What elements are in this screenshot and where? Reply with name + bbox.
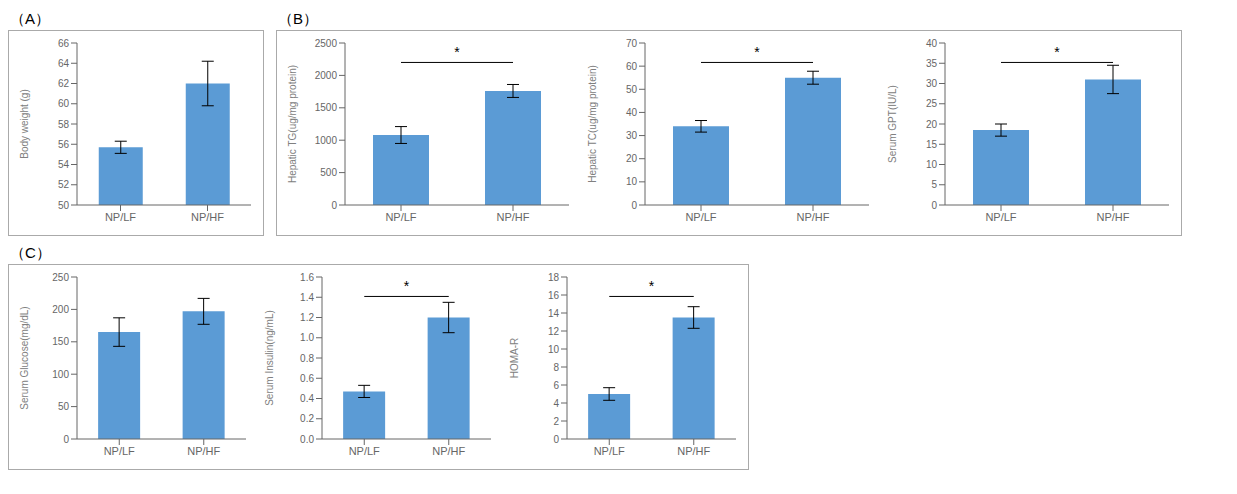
svg-text:*: * <box>754 44 760 60</box>
svg-text:2000: 2000 <box>315 70 338 81</box>
svg-text:12: 12 <box>548 326 560 337</box>
svg-text:20: 20 <box>926 119 938 130</box>
svg-text:18: 18 <box>548 272 560 283</box>
svg-text:NP/LF: NP/LF <box>385 211 416 223</box>
svg-text:*: * <box>649 278 655 294</box>
svg-text:52: 52 <box>58 179 70 190</box>
svg-text:4: 4 <box>553 398 559 409</box>
svg-text:2500: 2500 <box>315 38 338 49</box>
svg-text:*: * <box>454 44 460 60</box>
html-text:（A）: （A） <box>10 10 50 27</box>
svg-text:0.0: 0.0 <box>300 434 314 445</box>
svg-text:Serum GPT(IU/L): Serum GPT(IU/L) <box>887 85 898 163</box>
svg-text:NP/LF: NP/LF <box>349 445 380 457</box>
svg-text:NP/LF: NP/LF <box>685 211 716 223</box>
svg-text:1.4: 1.4 <box>300 292 314 303</box>
svg-text:0: 0 <box>553 434 559 445</box>
svg-text:0.6: 0.6 <box>300 373 314 384</box>
svg-text:1.6: 1.6 <box>300 272 314 283</box>
svg-text:60: 60 <box>626 61 638 72</box>
svg-text:NP/HF: NP/HF <box>797 211 830 223</box>
svg-text:0.8: 0.8 <box>300 353 314 364</box>
html-text:（B）: （B） <box>278 10 318 27</box>
svg-text:66: 66 <box>58 38 70 49</box>
svg-text:10: 10 <box>626 176 638 187</box>
svg-text:*: * <box>404 278 410 294</box>
svg-text:NP/HF: NP/HF <box>432 445 465 457</box>
svg-text:NP/HF: NP/HF <box>1097 211 1130 223</box>
svg-text:NP/LF: NP/LF <box>105 211 136 223</box>
svg-text:0: 0 <box>63 434 69 445</box>
svg-text:NP/HF: NP/HF <box>191 211 224 223</box>
svg-text:NP/LF: NP/LF <box>594 445 625 457</box>
svg-text:10: 10 <box>926 159 938 170</box>
svg-text:15: 15 <box>926 139 938 150</box>
svg-text:56: 56 <box>58 139 70 150</box>
svg-text:10: 10 <box>548 344 560 355</box>
svg-text:50: 50 <box>58 401 70 412</box>
svg-text:1500: 1500 <box>315 102 338 113</box>
svg-text:1.0: 1.0 <box>300 332 314 343</box>
svg-text:40: 40 <box>926 38 938 49</box>
svg-text:70: 70 <box>626 38 638 49</box>
html-text:（C）: （C） <box>10 244 51 261</box>
svg-text:2: 2 <box>553 416 559 427</box>
svg-text:0.4: 0.4 <box>300 393 314 404</box>
svg-text:0: 0 <box>331 200 337 211</box>
svg-text:40: 40 <box>626 107 638 118</box>
svg-text:500: 500 <box>320 167 337 178</box>
svg-text:58: 58 <box>58 119 70 130</box>
svg-text:0: 0 <box>931 200 937 211</box>
svg-text:60: 60 <box>58 98 70 109</box>
svg-text:50: 50 <box>58 200 70 211</box>
svg-text:5: 5 <box>931 179 937 190</box>
svg-text:25: 25 <box>926 98 938 109</box>
svg-text:6: 6 <box>553 380 559 391</box>
svg-text:NP/HF: NP/HF <box>497 211 530 223</box>
svg-text:1.2: 1.2 <box>300 312 314 323</box>
svg-text:Body weight (g): Body weight (g) <box>19 89 30 158</box>
svg-text:200: 200 <box>52 304 69 315</box>
svg-text:NP/HF: NP/HF <box>677 445 710 457</box>
svg-text:NP/LF: NP/LF <box>985 211 1016 223</box>
svg-text:62: 62 <box>58 78 70 89</box>
svg-text:Hepatic TC(ug/mg protein): Hepatic TC(ug/mg protein) <box>587 65 598 183</box>
svg-text:HOMA-R: HOMA-R <box>509 338 520 379</box>
svg-text:30: 30 <box>926 78 938 89</box>
svg-text:20: 20 <box>626 153 638 164</box>
svg-text:150: 150 <box>52 336 69 347</box>
svg-text:NP/HF: NP/HF <box>187 445 220 457</box>
svg-text:*: * <box>1054 44 1060 60</box>
svg-text:54: 54 <box>58 159 70 170</box>
svg-text:Hepatic TG(ug/mg protein): Hepatic TG(ug/mg protein) <box>287 65 298 183</box>
svg-text:1000: 1000 <box>315 135 338 146</box>
svg-text:16: 16 <box>548 290 560 301</box>
svg-text:100: 100 <box>52 369 69 380</box>
svg-text:Serum Glucose(mg/dL): Serum Glucose(mg/dL) <box>19 306 30 409</box>
svg-text:35: 35 <box>926 58 938 69</box>
svg-text:30: 30 <box>626 130 638 141</box>
svg-text:0: 0 <box>631 200 637 211</box>
svg-text:NP/LF: NP/LF <box>104 445 135 457</box>
svg-text:64: 64 <box>58 58 70 69</box>
svg-text:Serum Insulin(ng/mL): Serum Insulin(ng/mL) <box>264 310 275 406</box>
svg-text:8: 8 <box>553 362 559 373</box>
svg-text:250: 250 <box>52 272 69 283</box>
svg-text:14: 14 <box>548 308 560 319</box>
svg-text:50: 50 <box>626 84 638 95</box>
svg-text:0.2: 0.2 <box>300 413 314 424</box>
